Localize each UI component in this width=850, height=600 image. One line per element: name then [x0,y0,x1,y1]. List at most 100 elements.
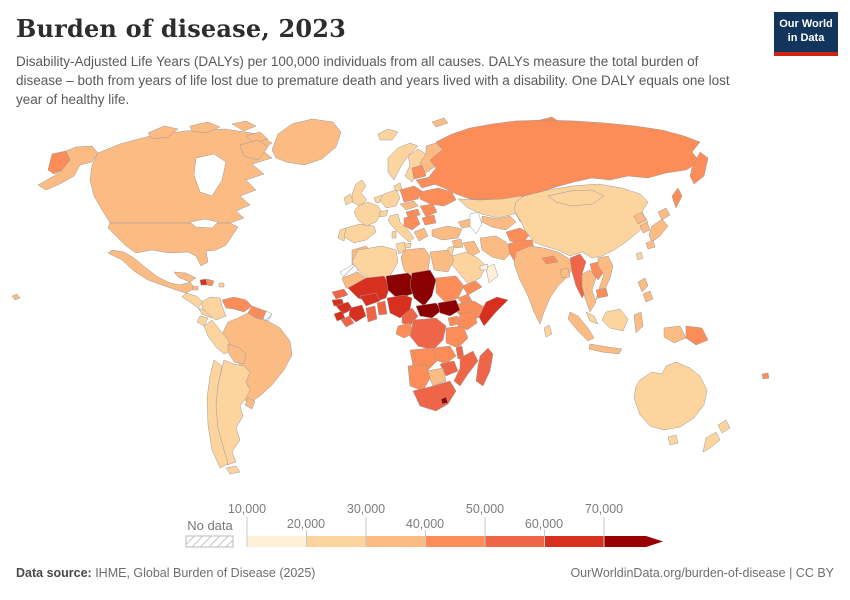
region-bangladesh[interactable] [559,267,571,279]
region-austria-czechia[interactable] [399,200,419,211]
region-italy[interactable] [387,213,415,243]
region-haiti[interactable] [199,278,208,286]
owid-logo[interactable]: Our World in Data [774,12,838,56]
region-portugal[interactable] [337,227,347,242]
legend-segment-4[interactable] [425,536,486,547]
region-oman[interactable] [485,263,499,284]
region-arctic-island-4[interactable] [245,131,269,144]
region-japan-hokkaido[interactable] [657,207,671,221]
region-lesotho[interactable] [440,396,449,405]
region-senegal[interactable] [331,288,349,300]
region-turkey[interactable] [431,225,463,241]
region-south-korea[interactable] [639,221,651,234]
region-dominican-republic[interactable] [206,278,215,287]
region-cuba[interactable] [173,271,197,283]
region-papua-new-guinea[interactable] [685,325,709,346]
region-tanzania[interactable] [445,325,469,349]
region-balkans[interactable] [403,214,421,231]
region-alaska[interactable] [37,145,99,191]
region-cote-divoire[interactable] [348,304,367,323]
region-namibia[interactable] [407,363,431,392]
region-iraq[interactable] [462,240,481,258]
region-france[interactable] [353,201,383,227]
region-taiwan[interactable] [635,251,644,261]
region-mali[interactable] [347,275,391,304]
region-bolivia[interactable] [227,343,247,365]
region-kamchatka[interactable] [689,151,709,185]
region-mexico[interactable] [107,249,196,294]
region-canada[interactable] [89,128,273,224]
region-sumatra[interactable] [567,311,595,342]
region-new-zealand-north[interactable] [717,419,731,434]
region-jamaica[interactable] [191,285,199,291]
region-arctic-island-2[interactable] [189,121,221,134]
region-central-african-republic[interactable] [415,302,443,319]
region-nepal[interactable] [541,255,559,265]
region-hawaii[interactable] [11,293,21,301]
region-romania[interactable] [419,203,438,218]
footer-link[interactable]: OurWorldinData.org/burden-of-disease | C… [570,566,834,580]
legend-segment-3[interactable] [366,536,426,547]
legend-segment-2[interactable] [306,536,367,547]
region-angola[interactable] [409,347,439,371]
region-mongolia[interactable] [547,189,605,207]
region-switzerland[interactable] [378,209,389,218]
region-uruguay[interactable] [244,397,256,410]
region-chile[interactable] [206,359,229,469]
region-uk[interactable] [351,179,368,207]
region-niger[interactable] [385,272,417,300]
region-finland[interactable] [419,142,443,175]
region-iran[interactable] [479,235,513,261]
region-baffin-island[interactable] [239,139,269,161]
region-egypt[interactable] [429,249,455,273]
legend-nodata-swatch[interactable] [185,535,234,548]
region-spain[interactable] [343,223,377,244]
region-china[interactable] [513,183,649,259]
region-mozambique[interactable] [453,350,479,387]
region-borneo[interactable] [601,308,629,332]
region-bulgaria[interactable] [421,214,437,226]
legend-segment-7-arrow[interactable] [604,536,663,547]
region-ukraine[interactable] [419,187,457,207]
region-india[interactable] [513,245,575,325]
region-baltic-states[interactable] [411,164,427,180]
region-usa[interactable] [107,222,239,267]
region-sri-lanka[interactable] [543,324,553,338]
region-japan-honshu[interactable] [648,218,669,243]
region-south-sudan[interactable] [437,299,461,317]
region-ireland[interactable] [343,193,354,206]
region-sakhalin[interactable] [671,187,683,209]
region-guatemala-honduras-nicaragua[interactable] [181,292,204,309]
region-puerto-rico[interactable] [218,282,225,288]
region-burkina-faso[interactable] [359,292,381,307]
region-tierra-del-fuego[interactable] [225,465,241,475]
region-chad[interactable] [409,269,437,307]
region-tasmania[interactable] [667,434,679,446]
region-japan-kyushu[interactable] [645,239,656,250]
region-arctic-island-1[interactable] [147,125,179,140]
region-north-korea[interactable] [633,211,647,225]
region-sardinia[interactable] [391,230,397,239]
region-syria[interactable] [451,238,464,249]
region-new-zealand-south[interactable] [702,431,721,453]
region-java[interactable] [588,343,623,355]
region-australia[interactable] [633,361,708,431]
region-greenland[interactable] [271,118,342,166]
region-colombia[interactable] [201,296,227,321]
region-saudi-arabia[interactable] [449,251,487,285]
region-gabon-congo[interactable] [395,322,415,339]
region-togo-benin[interactable] [376,300,388,316]
region-west-papua[interactable] [663,325,687,344]
region-eritrea[interactable] [457,293,473,305]
region-thailand[interactable] [581,269,597,313]
region-germany[interactable] [379,189,401,209]
region-greece[interactable] [413,227,429,242]
region-sulawesi[interactable] [633,311,644,334]
region-drc[interactable] [409,317,447,351]
region-ghana[interactable] [365,305,378,323]
region-venezuela[interactable] [221,296,253,313]
region-arctic-island-3[interactable] [231,120,257,132]
legend-segment-6[interactable] [544,536,605,547]
region-fiji[interactable] [761,372,770,380]
region-uzbekistan-turkmenistan[interactable] [481,215,517,231]
